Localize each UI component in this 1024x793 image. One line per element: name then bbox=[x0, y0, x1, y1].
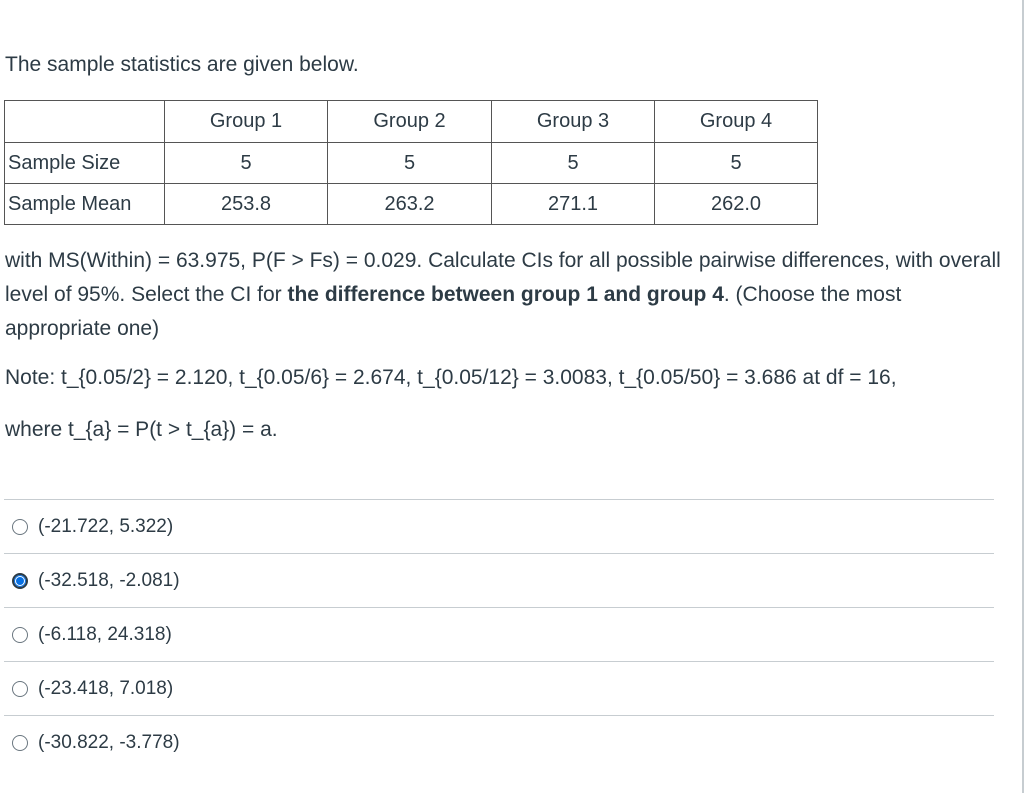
table-header-group-3: Group 3 bbox=[491, 100, 655, 143]
sample-statistics-table: Group 1 Group 2 Group 3 Group 4 Sample S… bbox=[4, 100, 818, 225]
table-cell: 262.0 bbox=[654, 183, 818, 225]
table-row: Sample Mean 253.8 263.2 271.1 262.0 bbox=[4, 183, 818, 225]
answer-option-label: (-30.822, -3.778) bbox=[38, 731, 180, 753]
table-header-group-1: Group 1 bbox=[164, 100, 328, 143]
question-part-1: with MS(Within) = 63.975, P(F > Fs) = 0.… bbox=[5, 249, 1001, 306]
table-cell: 5 bbox=[164, 142, 328, 184]
note-line-2: where t_{a} = P(t > t_{a}) = a. bbox=[5, 418, 278, 441]
table-cell: 271.1 bbox=[491, 183, 655, 225]
table-header-row: Group 1 Group 2 Group 3 Group 4 bbox=[4, 100, 818, 143]
answer-option[interactable]: (-21.722, 5.322) bbox=[4, 499, 994, 553]
table-cell: 5 bbox=[654, 142, 818, 184]
table-header-group-2: Group 2 bbox=[327, 100, 492, 143]
answer-option[interactable]: (-30.822, -3.778) bbox=[4, 715, 994, 769]
answer-option[interactable]: (-6.118, 24.318) bbox=[4, 607, 994, 661]
page-right-border bbox=[1022, 0, 1024, 793]
row-label-sample-size: Sample Size bbox=[4, 142, 165, 184]
table-cell: 263.2 bbox=[327, 183, 492, 225]
table-cell: 5 bbox=[491, 142, 655, 184]
table-cell: 5 bbox=[327, 142, 492, 184]
question-emphasis: the difference between group 1 and group… bbox=[287, 283, 724, 306]
radio-button[interactable] bbox=[12, 518, 28, 535]
radio-button[interactable] bbox=[12, 626, 28, 643]
answer-option-label: (-6.118, 24.318) bbox=[38, 623, 172, 645]
table-header-empty bbox=[4, 100, 165, 143]
answer-option-label: (-23.418, 7.018) bbox=[38, 677, 174, 699]
radio-button[interactable] bbox=[12, 734, 28, 751]
radio-button[interactable] bbox=[12, 680, 28, 697]
question-part-2: . (Choose the most appropriate one) bbox=[5, 283, 902, 340]
table-header-group-4: Group 4 bbox=[654, 100, 818, 143]
answer-option[interactable]: (-23.418, 7.018) bbox=[4, 661, 994, 715]
table-row: Sample Size 5 5 5 5 bbox=[4, 142, 818, 184]
intro-text: The sample statistics are given below. bbox=[5, 53, 359, 76]
question-text: with MS(Within) = 63.975, P(F > Fs) = 0.… bbox=[5, 244, 1005, 346]
answer-option[interactable]: (-32.518, -2.081) bbox=[4, 553, 994, 607]
table-cell: 253.8 bbox=[164, 183, 328, 225]
row-label-sample-mean: Sample Mean bbox=[4, 183, 165, 225]
answer-option-label: (-21.722, 5.322) bbox=[38, 515, 174, 537]
note-line-1: Note: t_{0.05/2} = 2.120, t_{0.05/6} = 2… bbox=[5, 366, 897, 389]
radio-button-selected[interactable] bbox=[12, 572, 28, 589]
answer-option-label: (-32.518, -2.081) bbox=[38, 569, 180, 591]
answer-options: (-21.722, 5.322) (-32.518, -2.081) (-6.1… bbox=[4, 499, 994, 769]
